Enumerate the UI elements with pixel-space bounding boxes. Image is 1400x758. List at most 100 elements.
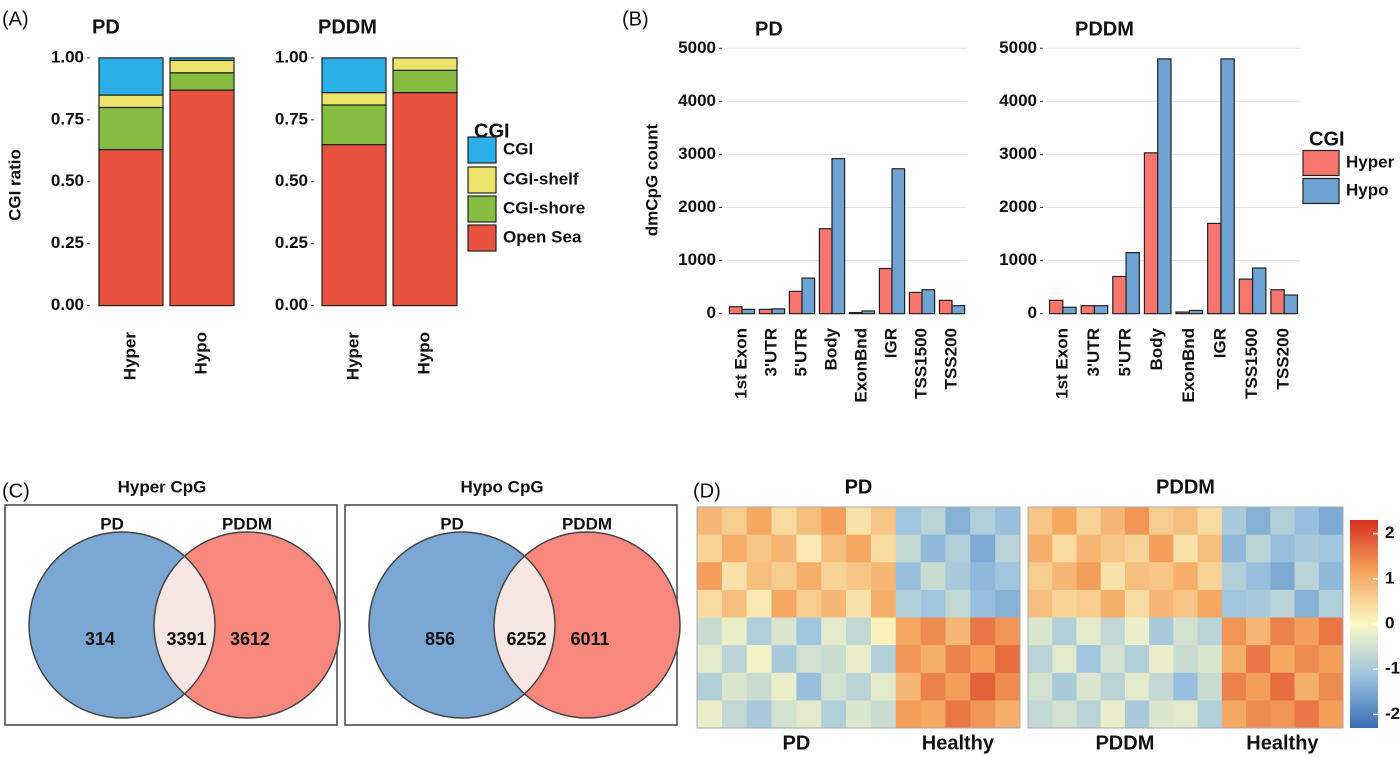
heatmap-cell	[746, 589, 772, 618]
bar	[891, 168, 906, 315]
x-tick-label: Hyper	[343, 332, 362, 381]
bar	[1220, 58, 1235, 315]
heatmap-cell	[1246, 507, 1271, 536]
heatmap-cell	[970, 617, 996, 646]
heatmap-cell	[1173, 672, 1199, 701]
heatmap-cell	[870, 562, 897, 591]
heatmap-frame	[1027, 506, 1344, 729]
y-tick-label: 1000	[678, 250, 716, 269]
heatmap-cell	[721, 562, 748, 591]
heatmap-cell	[1294, 617, 1320, 646]
bar-segment	[321, 104, 387, 146]
heatmap-cell	[846, 645, 872, 674]
heatmap-cell	[1221, 617, 1247, 646]
heatmap-cell	[920, 562, 946, 591]
colorbar-label: -1	[1385, 659, 1400, 678]
heatmap-cell	[870, 700, 897, 729]
heatmap-cell	[1318, 534, 1344, 563]
heatmap-cell	[1270, 617, 1295, 646]
heatmap-cell	[1076, 672, 1102, 701]
heatmap-cell	[1124, 507, 1150, 536]
y-axis-label: dmCpG count	[642, 123, 661, 236]
venn-count: 6011	[570, 629, 609, 649]
heatmap-cell	[1100, 589, 1126, 618]
venn-count: 3612	[230, 629, 270, 649]
heatmap-cell	[945, 700, 971, 729]
y-tick-label: 3000	[678, 144, 716, 163]
heatmap-cell	[721, 672, 748, 701]
heatmap-cell	[920, 672, 946, 701]
heatmap-cell	[870, 589, 897, 618]
y-tick-label: 5000	[999, 38, 1037, 57]
heatmap-cell	[1028, 700, 1053, 729]
bar-segment	[392, 57, 458, 71]
bar	[1048, 299, 1064, 315]
colorbar-label: -2	[1385, 704, 1400, 723]
heatmap-cell	[846, 534, 872, 563]
y-tick-label: 0.00	[275, 295, 308, 314]
bar	[1125, 251, 1140, 315]
y-tick-label: 0.25	[51, 233, 84, 252]
x-tick-label: TSS200	[1274, 328, 1293, 389]
bar-segment	[169, 59, 235, 74]
heatmap-cell	[895, 589, 922, 618]
heatmap-cell	[1100, 645, 1126, 674]
y-tick-label: 1.00	[51, 47, 84, 66]
heatmap-cell	[1052, 672, 1077, 701]
heatmap-cell	[1124, 672, 1150, 701]
heatmap-cell	[995, 700, 1021, 729]
heatmap-cell	[1221, 700, 1247, 729]
x-tick-label: ExonBnd	[851, 328, 870, 403]
heatmap-cell	[1246, 617, 1271, 646]
bar	[1062, 306, 1077, 315]
y-tick-label: 0.50	[275, 171, 308, 190]
legend-label: Hyper	[1346, 152, 1395, 171]
legend-label: Open Sea	[503, 227, 582, 246]
heatmap-cell	[746, 534, 772, 563]
heatmap-cell	[1318, 507, 1344, 536]
heatmap-cell	[697, 562, 723, 591]
heatmap-cell	[1076, 507, 1102, 536]
legend-swatch	[467, 195, 497, 223]
bar	[938, 299, 953, 315]
bar	[1157, 58, 1172, 315]
heatmap-cell	[895, 700, 922, 729]
y-tick-label: 2000	[999, 197, 1037, 216]
heatmap-cell	[1221, 645, 1247, 674]
heatmap-cell	[1149, 617, 1174, 646]
venn-set-label: PDDM	[222, 514, 272, 533]
heatmap-cell	[1028, 562, 1053, 591]
x-tick-label: 5'UTR	[791, 328, 810, 376]
heatmap-cell	[746, 617, 772, 646]
heatmap-cell	[1173, 700, 1199, 729]
heatmap-cell	[721, 507, 748, 536]
bar-segment	[321, 91, 387, 106]
bar	[728, 306, 743, 315]
heatmap-cell	[970, 589, 996, 618]
heatmap-cell	[1100, 562, 1126, 591]
heatmap-cell	[920, 645, 946, 674]
heatmap-cell	[1294, 645, 1320, 674]
heatmap-cell	[920, 534, 946, 563]
heatmap-cell	[1124, 617, 1150, 646]
heatmap-cell	[970, 507, 996, 536]
facet-title: PD	[755, 18, 783, 40]
heatmap-cell	[920, 617, 946, 646]
y-tick-label: 0	[1028, 303, 1037, 322]
bar	[741, 308, 756, 315]
heatmap-cell	[697, 507, 723, 536]
heatmap-cell	[870, 617, 897, 646]
heatmap-cell	[796, 562, 822, 591]
heatmap-cell	[870, 507, 897, 536]
venn-set-label: PDDM	[562, 514, 612, 533]
heatmap-cell	[796, 507, 822, 536]
heatmap-cell	[821, 700, 847, 729]
legend-swatch	[467, 224, 497, 252]
heatmap-cell	[846, 700, 872, 729]
heatmap-cell	[796, 645, 822, 674]
heatmap-cell	[1270, 562, 1295, 591]
heatmap-cell	[1246, 672, 1271, 701]
heatmap-cell	[697, 645, 723, 674]
heatmap-cell	[821, 534, 847, 563]
